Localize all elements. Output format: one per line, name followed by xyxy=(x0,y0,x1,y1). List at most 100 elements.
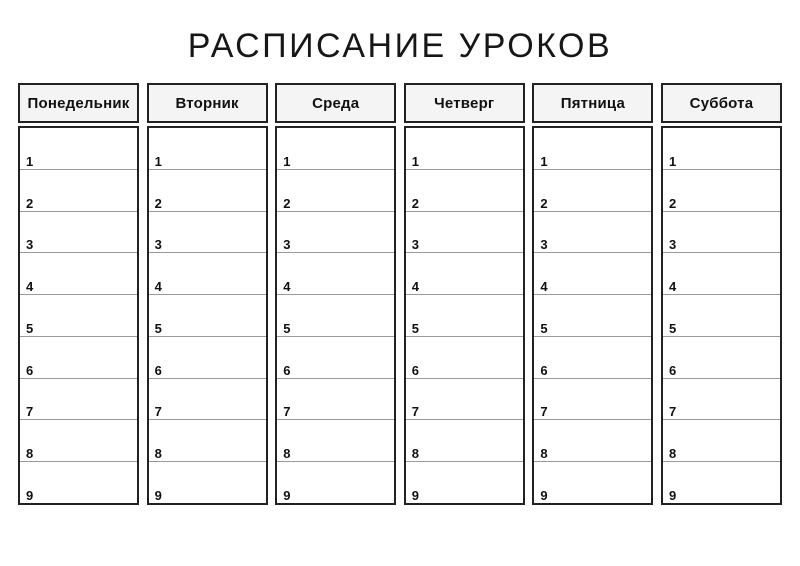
lesson-row: 8 xyxy=(662,420,780,463)
lesson-row: 3 xyxy=(20,212,137,254)
lesson-row: 2 xyxy=(405,170,523,212)
lesson-row: 5 xyxy=(20,295,137,337)
lesson-row: 5 xyxy=(148,295,266,337)
lesson-number: 4 xyxy=(283,279,291,295)
lesson-number: 6 xyxy=(283,362,291,378)
lesson-number: 9 xyxy=(411,488,420,504)
lesson-row: 4 xyxy=(662,253,780,296)
lesson-row: 2 xyxy=(277,170,395,212)
lesson-row: 9 xyxy=(406,462,523,503)
day-header-friday: Пятница xyxy=(532,83,654,123)
lesson-number: 5 xyxy=(411,320,420,336)
lesson-row: 9 xyxy=(277,462,394,503)
lesson-number: 5 xyxy=(26,320,34,336)
lesson-row: 7 xyxy=(405,379,523,421)
day-label: Суббота xyxy=(689,94,754,112)
lesson-number: 1 xyxy=(668,153,677,169)
lesson-row: 5 xyxy=(534,295,652,337)
lesson-number: 7 xyxy=(283,404,291,420)
lesson-number: 7 xyxy=(540,404,548,420)
lesson-row: 3 xyxy=(277,212,395,254)
lesson-number: 3 xyxy=(154,237,162,253)
day-column-tuesday: Вторник 1 2 3 4 5 6 7 8 9 xyxy=(146,83,268,505)
lesson-row: 9 xyxy=(663,462,780,503)
lesson-row: 1 xyxy=(148,128,266,170)
lesson-number: 9 xyxy=(540,488,548,504)
lesson-row: 7 xyxy=(662,379,780,421)
day-body-saturday: 1 2 3 4 5 6 7 8 9 xyxy=(660,126,782,505)
lesson-row: 4 xyxy=(20,253,137,296)
lesson-number: 4 xyxy=(154,279,162,295)
lesson-number: 4 xyxy=(26,279,34,295)
lesson-number: 3 xyxy=(283,237,291,253)
day-header-saturday: Суббота xyxy=(660,83,782,123)
lesson-row: 2 xyxy=(534,170,652,212)
day-label: Пятница xyxy=(560,94,626,112)
lesson-row: 7 xyxy=(534,379,652,421)
day-header-monday: Понедельник xyxy=(18,83,139,123)
lesson-number: 9 xyxy=(668,488,677,504)
lesson-row: 8 xyxy=(405,420,523,463)
day-body-friday: 1 2 3 4 5 6 7 8 9 xyxy=(532,126,654,505)
lesson-row: 9 xyxy=(20,462,137,503)
day-column-thursday: Четверг 1 2 3 4 5 6 7 8 9 xyxy=(403,83,525,505)
day-body-monday: 1 2 3 4 5 6 7 8 9 xyxy=(18,126,139,505)
lesson-number: 7 xyxy=(154,404,162,420)
lesson-row: 6 xyxy=(277,337,395,379)
day-column-monday: Понедельник 1 2 3 4 5 6 7 8 9 xyxy=(18,83,139,505)
lesson-number: 4 xyxy=(540,279,548,295)
lesson-number: 2 xyxy=(26,195,34,211)
lesson-row: 6 xyxy=(405,337,523,379)
lesson-number: 1 xyxy=(26,153,34,169)
lesson-number: 7 xyxy=(411,404,420,420)
lesson-number: 7 xyxy=(26,404,34,420)
lesson-number: 6 xyxy=(411,362,420,378)
day-column-saturday: Суббота 1 2 3 4 5 6 7 8 9 xyxy=(660,83,782,505)
lesson-number: 5 xyxy=(154,320,162,336)
day-header-tuesday: Вторник xyxy=(146,83,268,123)
lesson-row: 6 xyxy=(148,337,266,379)
lesson-row: 1 xyxy=(277,128,395,170)
day-label: Четверг xyxy=(434,94,495,112)
lesson-row: 1 xyxy=(20,128,137,170)
lesson-row: 5 xyxy=(277,295,395,337)
lesson-number: 3 xyxy=(668,237,677,253)
lesson-number: 2 xyxy=(154,195,162,211)
day-body-tuesday: 1 2 3 4 5 6 7 8 9 xyxy=(146,126,268,505)
lesson-number: 9 xyxy=(26,488,34,504)
lesson-row: 3 xyxy=(405,212,523,254)
lesson-number: 3 xyxy=(26,237,34,253)
schedule-grid: Понедельник 1 2 3 4 5 6 7 8 9 Вторник 1 … xyxy=(18,83,782,505)
lesson-number: 8 xyxy=(540,446,548,462)
day-header-thursday: Четверг xyxy=(403,83,525,123)
lesson-number: 7 xyxy=(668,404,677,420)
lesson-number: 6 xyxy=(540,362,548,378)
day-header-wednesday: Среда xyxy=(275,83,397,123)
lesson-row: 1 xyxy=(405,128,523,170)
lesson-number: 1 xyxy=(154,153,162,169)
lesson-number: 1 xyxy=(411,153,420,169)
lesson-number: 6 xyxy=(668,362,677,378)
lesson-number: 1 xyxy=(283,153,291,169)
lesson-number: 1 xyxy=(540,153,548,169)
lesson-number: 8 xyxy=(154,446,162,462)
lesson-row: 3 xyxy=(148,212,266,254)
lesson-row: 6 xyxy=(534,337,652,379)
lesson-row: 5 xyxy=(405,295,523,337)
day-label: Среда xyxy=(312,94,360,112)
day-body-wednesday: 1 2 3 4 5 6 7 8 9 xyxy=(275,126,397,505)
page-title: РАСПИСАНИЕ УРОКОВ xyxy=(187,27,613,65)
lesson-row: 4 xyxy=(405,253,523,296)
lesson-row: 8 xyxy=(534,420,652,463)
lesson-number: 2 xyxy=(668,195,677,211)
day-label: Понедельник xyxy=(27,94,130,112)
day-column-wednesday: Среда 1 2 3 4 5 6 7 8 9 xyxy=(275,83,397,505)
lesson-row: 2 xyxy=(20,170,137,212)
lesson-row: 2 xyxy=(662,170,780,212)
lesson-row: 4 xyxy=(148,253,266,296)
day-label: Вторник xyxy=(175,94,239,112)
lesson-number: 2 xyxy=(283,195,291,211)
lesson-row: 3 xyxy=(662,212,780,254)
lesson-number: 4 xyxy=(668,279,677,295)
